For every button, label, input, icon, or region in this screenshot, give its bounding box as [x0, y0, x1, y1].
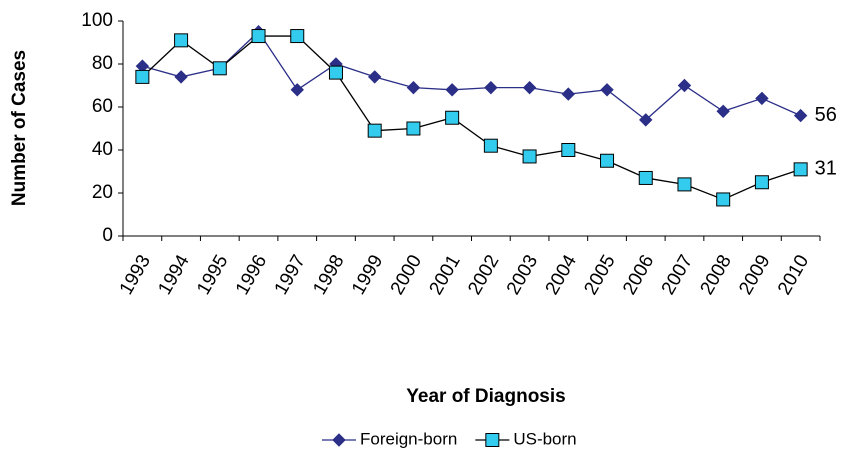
x-tick-label: 2001	[425, 251, 464, 298]
x-tick-label: 1999	[348, 251, 387, 298]
data-label: 56	[815, 104, 837, 126]
legend-marker	[332, 433, 346, 447]
point	[484, 80, 498, 95]
x-tick-label: 1993	[116, 251, 155, 298]
x-tick-label: 2008	[697, 251, 736, 298]
x-axis-title: Year of Diagnosis	[406, 386, 565, 407]
x-tick-label: 2009	[735, 251, 774, 298]
y-tick-label: 80	[92, 53, 113, 74]
point	[290, 83, 304, 97]
point	[251, 29, 266, 44]
x-tick-label: 2002	[464, 251, 503, 298]
point	[522, 80, 537, 95]
point	[639, 113, 653, 127]
point	[445, 83, 459, 97]
point	[328, 65, 343, 80]
point	[716, 104, 730, 119]
data-label: 31	[815, 158, 837, 180]
x-tick-label: 1996	[232, 251, 271, 298]
point	[754, 175, 769, 190]
point	[406, 121, 421, 136]
point	[561, 143, 576, 157]
x-tick-label: 2004	[542, 251, 582, 298]
point	[367, 123, 382, 138]
x-tick-label: 1995	[193, 251, 232, 298]
point	[677, 177, 692, 192]
point	[406, 80, 421, 95]
point	[600, 153, 615, 168]
y-tick-label: 0	[102, 225, 113, 246]
legend-marker	[485, 433, 500, 447]
x-tick-label: 2006	[619, 251, 658, 298]
x-tick-label: 1998	[309, 251, 348, 298]
point	[445, 110, 460, 125]
x-tick-label: 1994	[154, 251, 194, 298]
point	[174, 70, 188, 84]
x-tick-label: 2007	[658, 251, 697, 298]
legend-label: US-born	[513, 429, 576, 448]
point	[755, 91, 769, 106]
point	[135, 69, 150, 84]
point	[483, 138, 498, 153]
x-tick-label: 2003	[503, 251, 542, 298]
point	[793, 162, 808, 177]
point	[290, 29, 305, 44]
point	[677, 78, 692, 93]
x-tick-label: 2005	[580, 251, 619, 298]
y-tick-label: 40	[92, 139, 113, 160]
series-line	[141, 35, 801, 201]
y-tick-label: 100	[81, 10, 113, 31]
series-line	[142, 30, 801, 121]
point	[600, 83, 614, 97]
point	[522, 149, 537, 164]
x-tick-label: 2010	[774, 251, 813, 298]
point	[716, 192, 731, 207]
point	[638, 170, 653, 185]
point	[367, 70, 382, 84]
y-tick-label: 20	[92, 182, 113, 203]
point	[174, 33, 189, 48]
x-tick-label: 1997	[271, 251, 310, 298]
point	[561, 87, 576, 101]
y-axis-title: Number of Cases	[9, 50, 30, 206]
y-tick-label: 60	[92, 96, 113, 117]
point	[212, 61, 227, 76]
point	[793, 108, 808, 123]
legend-label: Foreign-born	[360, 429, 457, 448]
x-tick-label: 2000	[387, 251, 426, 298]
